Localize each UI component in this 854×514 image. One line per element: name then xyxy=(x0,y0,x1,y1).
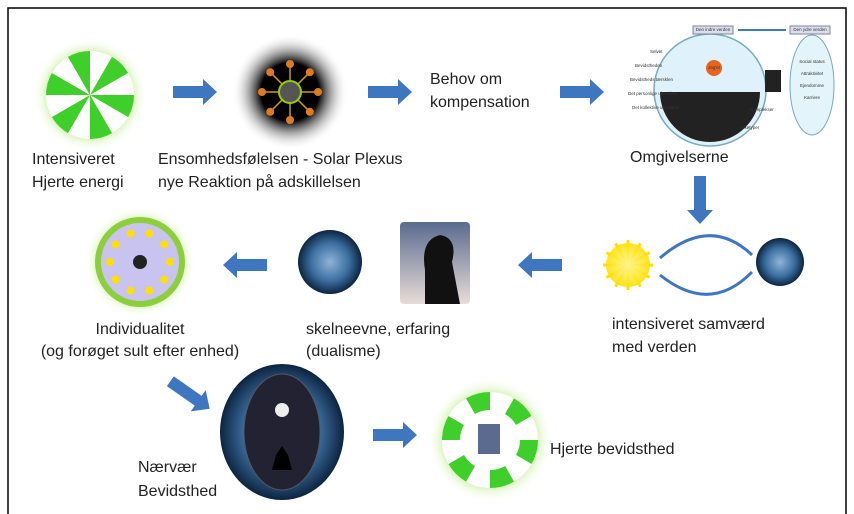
node xyxy=(306,108,314,116)
node-label: Individualitet xyxy=(96,321,186,338)
tiny-label: Bevidstheden xyxy=(635,63,663,68)
arrow xyxy=(518,252,562,278)
tiny-label: Karriere xyxy=(804,95,821,100)
tiny-label: Social status xyxy=(799,59,825,64)
arrow-shape xyxy=(163,371,217,420)
node xyxy=(306,68,314,76)
tiny-label: Den indre verden xyxy=(696,27,731,32)
earth xyxy=(298,230,362,294)
star xyxy=(145,229,153,237)
arrow-shape xyxy=(368,79,412,105)
arrow xyxy=(560,79,604,105)
star xyxy=(127,287,135,295)
node xyxy=(286,116,294,124)
arrow xyxy=(368,79,412,105)
node-label: intensiveret samværd xyxy=(612,316,765,333)
diagram: Den indre verden Den ydre verden Selvet Bev… xyxy=(0,0,854,514)
moon xyxy=(275,403,289,417)
node-label: Nærvær xyxy=(138,459,197,476)
arrow xyxy=(163,371,217,420)
node-label: (og forøget sult efter enhed) xyxy=(41,343,239,360)
node-label: Behov om xyxy=(430,71,502,88)
tiny-label: Selvet xyxy=(650,49,663,54)
tiny-label: Jeg'et xyxy=(708,65,721,70)
node-label: Omgivelserne xyxy=(630,149,729,166)
node-label: kompensation xyxy=(430,94,530,111)
arrow xyxy=(223,252,267,278)
tiny-label: Arketyper xyxy=(740,125,760,130)
sun xyxy=(606,243,650,287)
tiny-label: Komplekser xyxy=(750,107,774,112)
node xyxy=(266,68,274,76)
arrow-shape xyxy=(560,79,604,105)
node-label: med verden xyxy=(612,339,697,356)
node-label: nye Reaktion på adskillelsen xyxy=(158,173,361,191)
arrow xyxy=(687,176,713,224)
arrow xyxy=(173,79,217,105)
arrow-shape xyxy=(687,176,713,224)
star xyxy=(112,276,120,284)
tiny-label: Bevidstheds tærsklen xyxy=(630,77,674,82)
arrow-shape xyxy=(223,252,267,278)
star xyxy=(145,287,153,295)
curve xyxy=(660,236,752,258)
node-label: Bevidsthed xyxy=(138,483,217,500)
node-label: skelneevne, erfaring xyxy=(306,321,450,338)
node xyxy=(266,108,274,116)
star xyxy=(160,276,168,284)
node xyxy=(314,88,322,96)
silhouette xyxy=(765,70,781,92)
node-label: Intensiveret xyxy=(32,151,115,168)
core xyxy=(133,255,147,269)
arrow-shape xyxy=(518,252,562,278)
tiny-label: Det kollektive ubevidste xyxy=(632,105,680,110)
node-label: Hjerte energi xyxy=(32,174,124,191)
arrow xyxy=(373,422,417,448)
arrow-shape xyxy=(173,79,217,105)
arrow-shape xyxy=(373,422,417,448)
star xyxy=(127,229,135,237)
silhouette-photo xyxy=(478,424,500,454)
earth xyxy=(756,238,804,286)
core xyxy=(279,81,301,103)
node-label: (dualisme) xyxy=(306,343,381,360)
star xyxy=(106,258,114,266)
node-label: Hjerte bevidsthed xyxy=(550,441,675,458)
node xyxy=(286,60,294,68)
star xyxy=(160,240,168,248)
meditation xyxy=(244,374,320,490)
star xyxy=(112,240,120,248)
tiny-label: Ejendomme xyxy=(800,83,825,88)
tiny-label: Det personlige ubevidste xyxy=(628,91,678,96)
node-label: Ensomhedsfølelsen - Solar Plexus xyxy=(158,151,403,168)
curve xyxy=(660,272,752,294)
node xyxy=(258,88,266,96)
tiny-label: Den ydre verden xyxy=(793,27,827,32)
star xyxy=(166,258,174,266)
tiny-label: Attraktivitet xyxy=(801,71,824,76)
